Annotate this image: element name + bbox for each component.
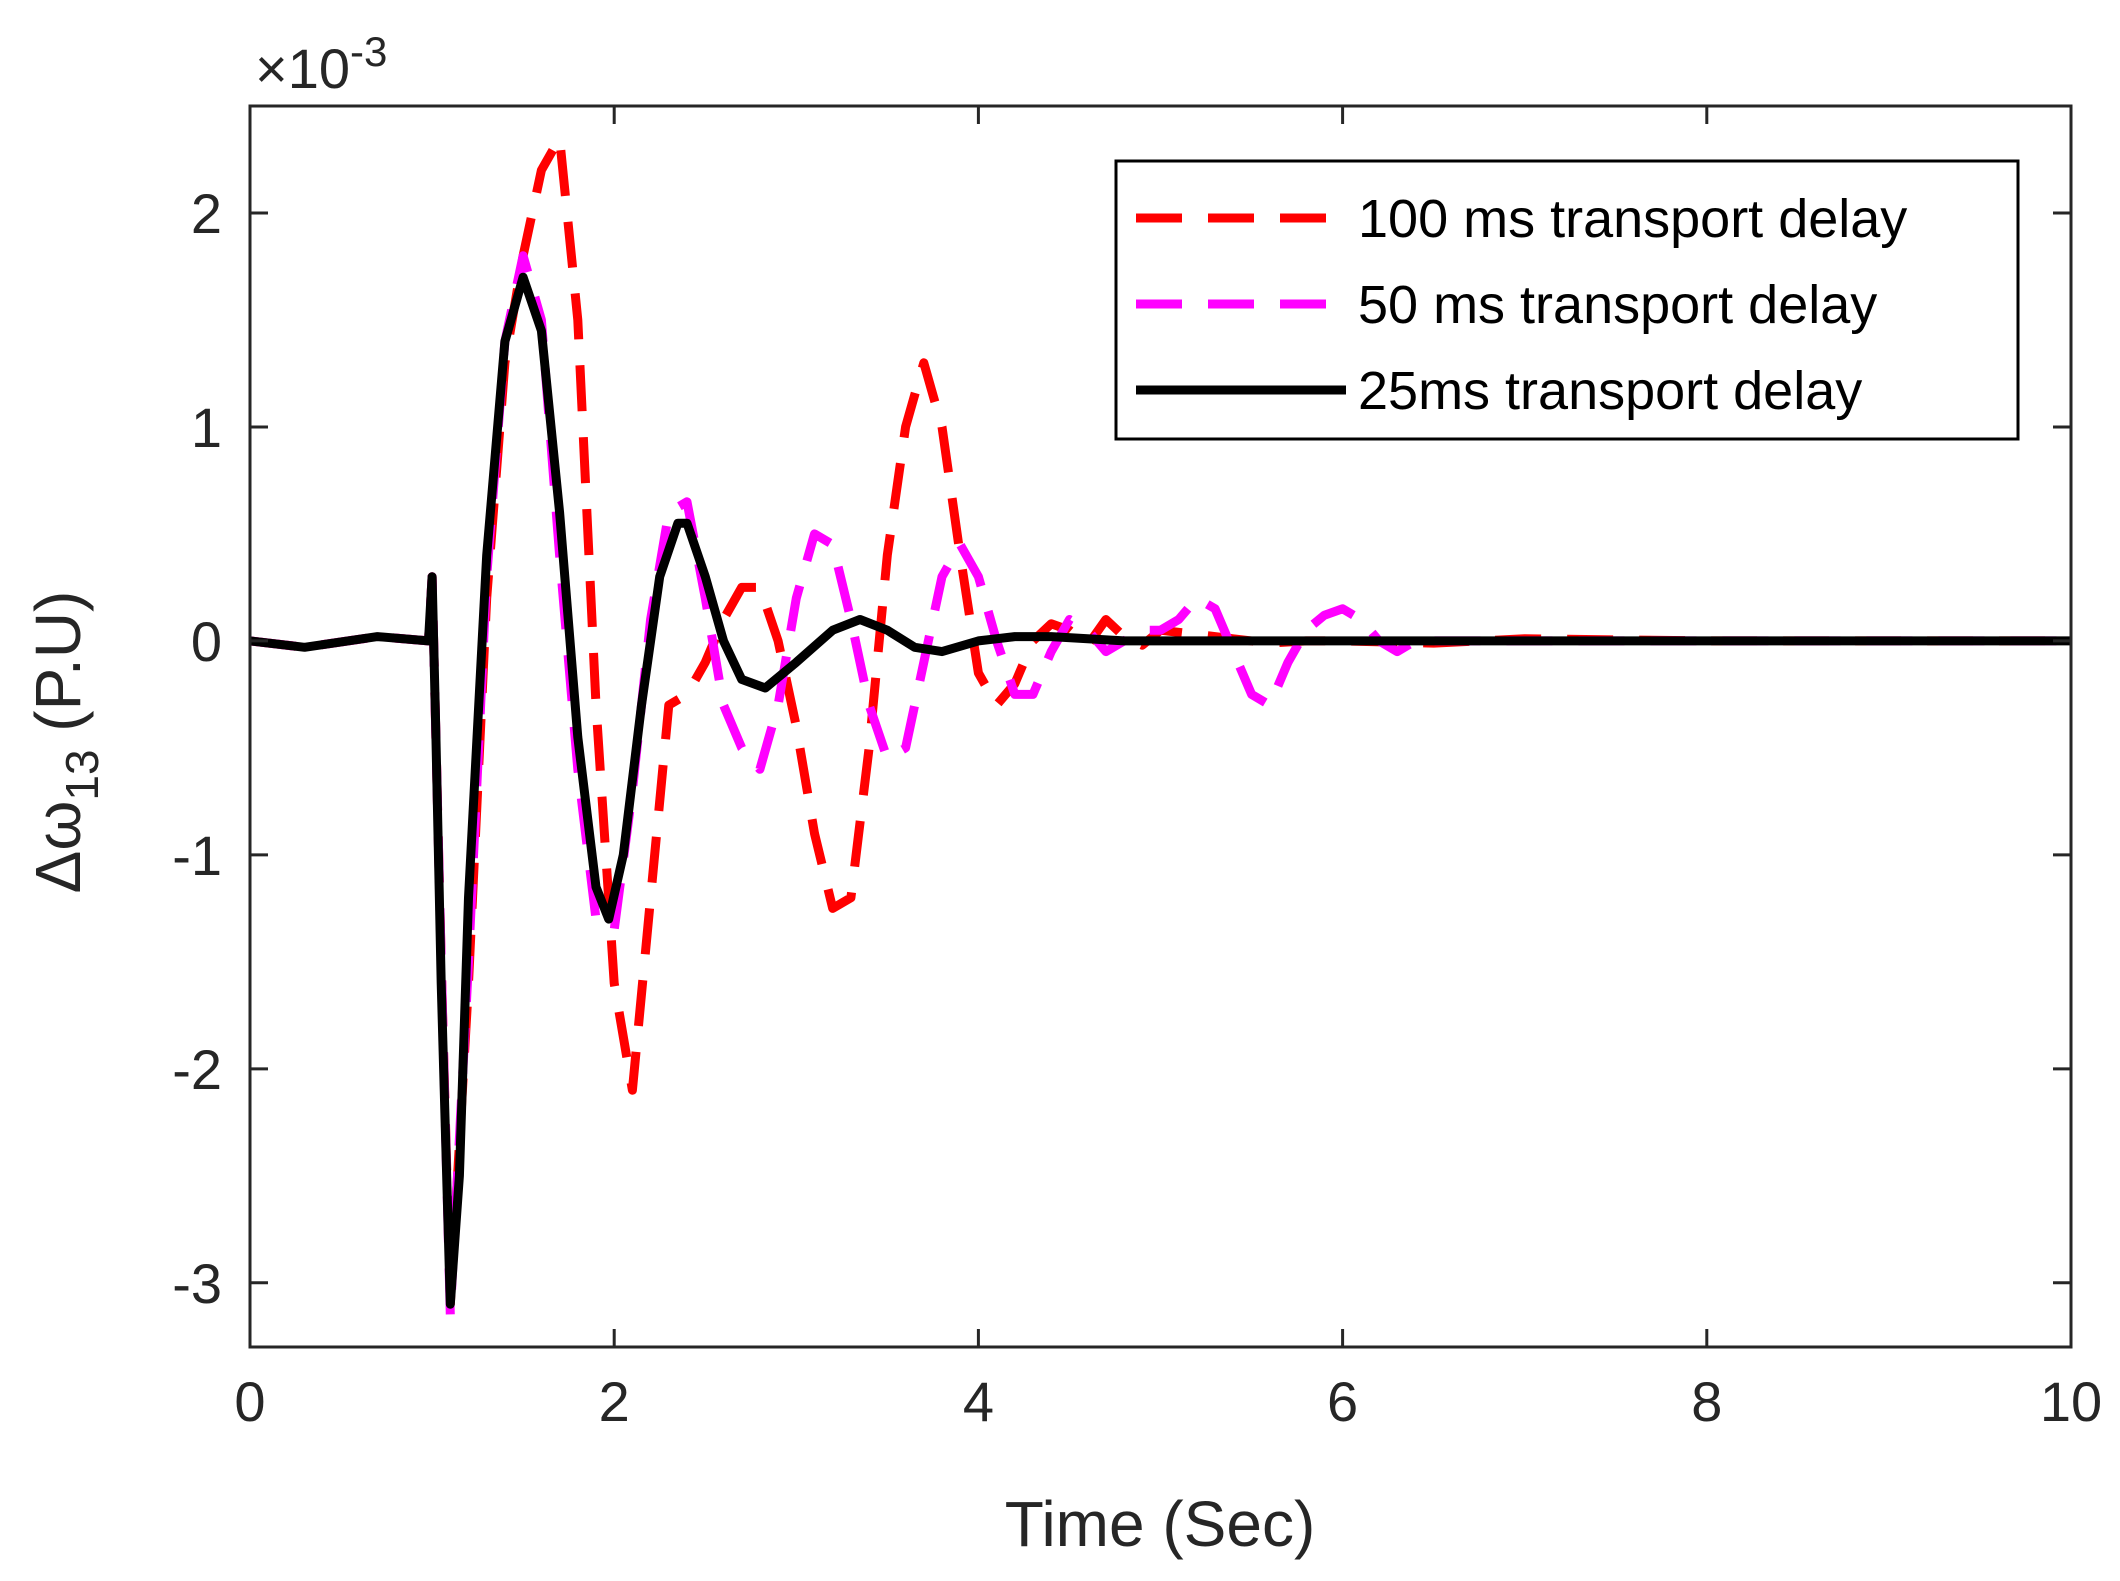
x-axis-label: Time (Sec): [1005, 1488, 1316, 1560]
y-tick-label: 1: [191, 396, 222, 459]
axis-tick-labels: 0 2 4 6 8 10 -3 -2 -1 0 1 2: [172, 182, 2102, 1433]
x-tick-label: 4: [963, 1370, 994, 1433]
y-tick-label: -2: [172, 1038, 222, 1101]
y-axis-label: Δω13 (P.U): [22, 591, 108, 894]
x-tick-label: 10: [2040, 1370, 2102, 1433]
legend: 100 ms transport delay 50 ms transport de…: [1114, 159, 2020, 441]
y-tick-label: 2: [191, 182, 222, 245]
plot-frame: [248, 104, 2073, 1349]
legend-label-1: 100 ms transport delay: [1358, 189, 1907, 249]
legend-label-3: 25ms transport delay: [1358, 361, 1862, 421]
x-tick-label: 6: [1327, 1370, 1358, 1433]
legend-entries: 100 ms transport delay 50 ms transport de…: [1136, 189, 1907, 421]
plot-series: [250, 133, 2071, 1320]
x-tick-label: 8: [1691, 1370, 1722, 1433]
series-line-1: [250, 133, 2071, 1309]
legend-label-2: 50 ms transport delay: [1358, 275, 1877, 335]
axis-ticks: [248, 106, 2073, 1347]
y-tick-label: -3: [172, 1252, 222, 1315]
y-tick-label: 0: [191, 610, 222, 673]
y-tick-label: -1: [172, 824, 222, 887]
x-tick-label: 2: [599, 1370, 630, 1433]
y-axis-exponent: ×10-3: [255, 28, 387, 100]
x-tick-label: 0: [234, 1370, 265, 1433]
series-line-3: [250, 272, 2071, 1309]
